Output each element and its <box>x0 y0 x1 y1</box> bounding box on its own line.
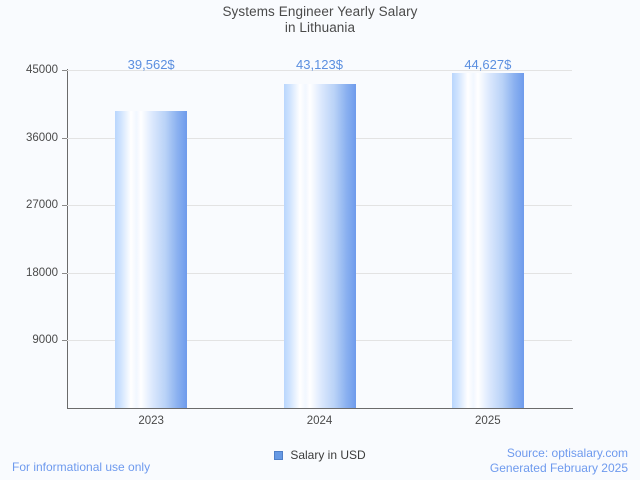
chart-title-line1: Systems Engineer Yearly Salary <box>222 4 418 19</box>
x-axis-line <box>67 408 573 409</box>
footer-source: Source: optisalary.com <box>506 446 628 460</box>
y-axis-line <box>67 69 68 409</box>
bar-2025[interactable] <box>451 72 524 408</box>
y-gridline: 45000 <box>26 64 572 76</box>
y-tick-label: 9000 <box>32 334 58 347</box>
y-tick-mark <box>62 205 67 207</box>
bar-2023[interactable] <box>115 110 188 408</box>
plot-area: 9000 18000 27000 36000 45000 39,562$ 43,123$ 44… <box>26 57 572 408</box>
footer-generated: Generated February 2025 <box>489 461 628 475</box>
x-axis-label-2024: 2024 <box>306 415 333 427</box>
chart-title: Systems Engineer Yearly Salary in Lithua… <box>0 4 640 36</box>
y-tick-mark <box>62 340 67 342</box>
y-tick-label: 18000 <box>26 266 58 279</box>
x-axis-label-2023: 2023 <box>138 415 164 427</box>
bar-2024[interactable] <box>283 84 356 408</box>
y-tick-mark <box>62 137 67 139</box>
y-tick-mark <box>62 272 67 274</box>
y-tick-label: 45000 <box>26 64 58 76</box>
legend-swatch-icon <box>274 450 284 460</box>
bar-value-label: 39,562$ <box>127 57 175 72</box>
y-tick-label: 27000 <box>26 199 58 212</box>
x-axis-label-2025: 2025 <box>475 415 501 427</box>
bar-value-label: 44,627$ <box>464 57 512 72</box>
footer-source-block: Source: optisalary.com Generated Februar… <box>490 446 628 476</box>
y-tick-mark <box>62 70 67 71</box>
chart-title-line2: in Lithuania <box>284 20 356 35</box>
chart-legend: Salary in USD <box>0 448 640 462</box>
bar-value-label: 43,123$ <box>296 57 343 72</box>
y-tick-label: 36000 <box>26 131 58 144</box>
footer-disclaimer: For informational use only <box>12 460 151 474</box>
legend-item-label: Salary in USD <box>290 448 366 462</box>
